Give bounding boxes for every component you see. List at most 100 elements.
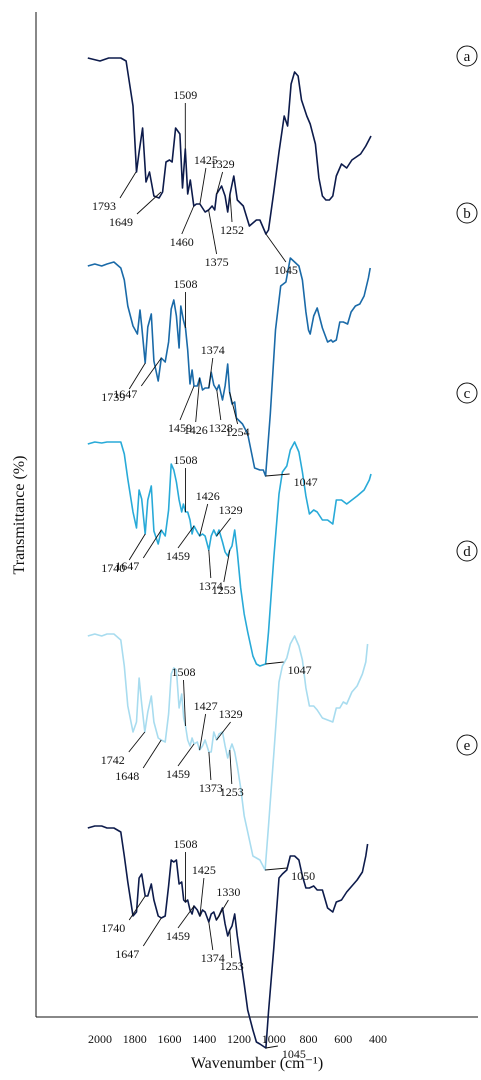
peak-label: 1045 bbox=[274, 263, 298, 277]
panel-letter: d bbox=[463, 544, 471, 560]
peak-label: 1740 bbox=[101, 921, 125, 935]
peak-leader-line bbox=[199, 503, 209, 537]
peak-label: 1253 bbox=[212, 583, 236, 597]
x-tick-label: 1200 bbox=[227, 1032, 251, 1046]
peak-leader-line bbox=[208, 921, 214, 951]
peak-leader-line bbox=[223, 549, 231, 583]
x-tick-labels: 2000 1800 1600 1400 1200 1000 800 600 400 bbox=[88, 1032, 387, 1046]
peak-label: 1425 bbox=[192, 863, 216, 877]
peak-leader-line bbox=[216, 389, 222, 421]
peak-label: 1329 bbox=[219, 503, 243, 517]
peak-label: 1739 bbox=[101, 390, 125, 404]
panel-letter: c bbox=[464, 386, 471, 402]
peak-label: 1426 bbox=[184, 423, 208, 437]
peak-leader-line bbox=[142, 917, 162, 947]
panel-letter: b bbox=[463, 206, 471, 222]
peak-label: 1427 bbox=[194, 699, 218, 713]
peak-labels: 1793 1649 1509 1460 1425 1375 1329 1252 1045 1739… bbox=[92, 88, 318, 1061]
peak-leader-line bbox=[265, 661, 284, 665]
peak-leader-line bbox=[216, 721, 231, 741]
peak-label: 1649 bbox=[109, 215, 133, 229]
x-tick-label: 1400 bbox=[192, 1032, 216, 1046]
peak-label: 1459 bbox=[166, 767, 190, 781]
series-line-c bbox=[87, 441, 372, 667]
peak-leader-line bbox=[119, 171, 137, 199]
peak-label: 1508 bbox=[174, 277, 198, 291]
x-tick-label: 1000 bbox=[262, 1032, 286, 1046]
peak-label: 1047 bbox=[294, 475, 318, 489]
panel-letter-circle bbox=[456, 540, 478, 562]
peak-label: 1374 bbox=[199, 579, 223, 593]
panel-letter-circle bbox=[456, 202, 478, 224]
peak-leader-line bbox=[183, 679, 186, 727]
peak-label: 1252 bbox=[220, 223, 244, 237]
peak-label: 1253 bbox=[220, 959, 244, 973]
peak-leader-line bbox=[128, 362, 146, 390]
peak-leader-line bbox=[208, 751, 212, 781]
panel-letter-circle bbox=[456, 382, 478, 404]
x-tick-label: 2000 bbox=[88, 1032, 112, 1046]
x-tick-label: 1600 bbox=[158, 1032, 182, 1046]
peak-leader-line bbox=[195, 377, 201, 423]
peak-label: 1509 bbox=[173, 88, 197, 102]
peak-label: 1047 bbox=[288, 663, 312, 677]
peak-label: 1253 bbox=[220, 785, 244, 799]
peak-label: 1508 bbox=[172, 665, 196, 679]
peak-leader-line bbox=[128, 533, 146, 561]
peak-leader-line bbox=[229, 929, 233, 959]
peak-label: 1329 bbox=[211, 157, 235, 171]
peak-leader-line bbox=[128, 731, 146, 753]
peak-leader-line bbox=[208, 549, 212, 579]
peak-label: 1330 bbox=[216, 885, 240, 899]
peak-label: 1459 bbox=[168, 421, 192, 435]
peak-leader-line bbox=[216, 171, 224, 195]
peak-label: 1374 bbox=[201, 343, 225, 357]
peak-leader-line bbox=[208, 357, 214, 389]
x-tick-label: 1800 bbox=[123, 1032, 147, 1046]
peak-label: 1459 bbox=[166, 549, 190, 563]
peak-label: 1647 bbox=[115, 947, 139, 961]
peak-label: 1426 bbox=[196, 489, 220, 503]
peak-label: 1254 bbox=[226, 425, 250, 439]
peak-leader-line bbox=[229, 391, 239, 425]
peak-label: 1373 bbox=[199, 781, 223, 795]
x-axis-title: Wavenumber (cm⁻¹) bbox=[191, 1055, 323, 1072]
peak-leader-line bbox=[216, 517, 231, 537]
peak-label: 1742 bbox=[101, 753, 125, 767]
peak-label: 1329 bbox=[219, 707, 243, 721]
peak-label: 1508 bbox=[174, 453, 198, 467]
peak-leader-line bbox=[142, 529, 162, 559]
peak-leader-line bbox=[140, 357, 162, 387]
peak-leader-line bbox=[199, 877, 205, 917]
panel-letter-circle bbox=[456, 734, 478, 756]
peak-label: 1460 bbox=[170, 235, 194, 249]
peak-label: 1328 bbox=[209, 421, 233, 435]
peak-leader-line bbox=[208, 209, 218, 255]
y-axis-title: Transmittance (%) bbox=[11, 456, 28, 575]
peak-leader-line bbox=[179, 385, 195, 421]
peak-leader-line bbox=[177, 525, 195, 549]
peak-label: 1050 bbox=[291, 869, 315, 883]
peak-leader-line bbox=[265, 233, 287, 263]
peak-leader-line bbox=[136, 191, 162, 215]
peak-leader-line bbox=[265, 867, 288, 871]
peak-leader-line bbox=[177, 743, 195, 767]
peak-leader-line bbox=[229, 749, 233, 785]
peak-leader-line bbox=[128, 895, 146, 921]
panel-letters: a b c d e bbox=[456, 45, 478, 756]
peak-label: 1648 bbox=[115, 769, 139, 783]
panel-letter-circle bbox=[456, 45, 478, 67]
peak-label: 1647 bbox=[115, 559, 139, 573]
peak-leader-line bbox=[142, 739, 162, 769]
peak-label: 1793 bbox=[92, 199, 116, 213]
peak-label: 1508 bbox=[174, 837, 198, 851]
panel-letter: e bbox=[464, 738, 471, 754]
peak-label: 1459 bbox=[166, 929, 190, 943]
peak-leader-line bbox=[181, 205, 195, 235]
x-tick-label: 600 bbox=[334, 1032, 352, 1046]
peak-leader-line bbox=[216, 899, 229, 921]
peak-label: 1375 bbox=[205, 255, 229, 269]
series-line-d bbox=[87, 633, 369, 871]
peak-label: 1374 bbox=[201, 951, 225, 965]
